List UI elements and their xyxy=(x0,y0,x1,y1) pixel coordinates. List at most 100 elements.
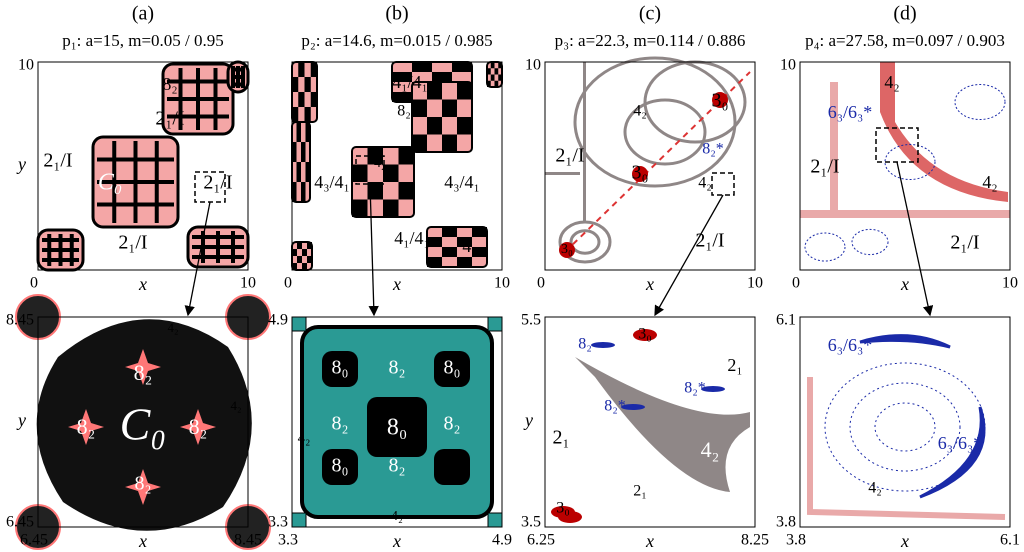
region-shape xyxy=(231,231,235,263)
region-shape xyxy=(442,99,457,117)
x-axis-label: x xyxy=(900,274,909,294)
y-tick-label: 3.5 xyxy=(521,514,541,531)
region-label: 4₂ xyxy=(698,175,712,192)
top-panel: 8₂ 2₁/I 2₁/I C₀ 2₁/I 2₁/I 0 10 10 x y xyxy=(16,57,256,294)
plot-frame xyxy=(799,61,1011,271)
region-label: 4₁/4₁ xyxy=(394,228,430,248)
region-label: 4₂ xyxy=(298,430,311,446)
region-shape xyxy=(849,382,961,472)
top-panel: 4₂ 6₃/6₃* 2₁/I 4₂ 2₁/I 0 10 10 x xyxy=(780,57,1018,294)
region-shape xyxy=(42,248,79,252)
region-shape xyxy=(573,56,737,188)
region-label: 6₃/6₃* xyxy=(828,102,873,122)
x-axis-label: x xyxy=(645,274,654,294)
region-shape xyxy=(427,257,442,267)
region-label: 4₂ xyxy=(982,172,997,192)
bottom-panel: 6₃/6₃* 6₃/6₃* 4₂ 3.8 6.1 6.1 3.8 x xyxy=(776,312,1020,551)
region-label: 6₃/6₃* xyxy=(938,433,983,453)
region-shape xyxy=(498,74,502,81)
region-shape xyxy=(800,210,1010,218)
region-shape xyxy=(494,80,499,87)
y-tick-label: 10 xyxy=(18,57,34,74)
y-tick-label: 10 xyxy=(780,57,796,74)
region-shape xyxy=(442,134,457,152)
region-shape xyxy=(412,134,427,152)
plot-area xyxy=(800,317,1010,527)
region-shape xyxy=(180,409,216,445)
region-shape xyxy=(880,62,1008,202)
region-label: 4₃/4₁ xyxy=(314,172,350,192)
region-shape xyxy=(232,82,244,87)
region-label: 2₁/I xyxy=(950,232,979,254)
region-label: 4₂ xyxy=(633,103,647,120)
region-shape xyxy=(310,62,317,77)
x-tick-label: 6.1 xyxy=(1000,532,1020,549)
region-shape xyxy=(167,114,229,119)
x-tick-label: 3.8 xyxy=(786,532,806,549)
region-shape xyxy=(712,92,728,108)
region-shape xyxy=(97,202,174,207)
region-label: 8₂* xyxy=(702,141,724,158)
x-tick-label: 10 xyxy=(240,275,256,292)
region-shape xyxy=(434,351,470,387)
region-shape xyxy=(292,263,297,270)
panel-label: (b) xyxy=(385,3,408,25)
region-shape xyxy=(310,92,317,107)
region-label: 2₁/I xyxy=(43,150,72,172)
region-label: 4₂ xyxy=(462,236,477,256)
panel-title: p₂: a=14.6, m=0.015 / 0.985 xyxy=(301,31,492,50)
bottom-panel: 4₂ 8₂ 8₂ C₀ 8₂ 4₂ 8₂ 6.45 8.45 8.45 6.45 x y xyxy=(6,294,271,551)
region-label: 8₂ xyxy=(135,473,152,495)
region-shape xyxy=(427,117,442,135)
region-shape xyxy=(632,166,648,182)
plot-frame xyxy=(291,316,503,528)
zoom-arrow xyxy=(896,161,934,317)
region-shape xyxy=(367,397,427,457)
x-tick-label: 10 xyxy=(747,275,763,292)
region-shape xyxy=(241,66,245,88)
region-label: 2₁/I xyxy=(555,145,584,167)
region-shape xyxy=(498,62,502,69)
region-shape xyxy=(297,256,302,263)
region-shape xyxy=(919,406,986,499)
region-shape xyxy=(804,232,846,262)
region-shape xyxy=(298,92,305,107)
plot-frame xyxy=(37,61,249,271)
region-shape xyxy=(851,228,889,256)
region-label: 2₁/I xyxy=(118,232,147,254)
x-axis-label: x xyxy=(138,531,147,551)
region-shape xyxy=(192,255,244,259)
x-tick-label: 6.45 xyxy=(20,532,48,549)
region-label: 3₀ xyxy=(556,500,570,517)
region-label: 4₂ xyxy=(391,509,403,524)
y-tick-label: 5.5 xyxy=(521,312,541,329)
region-label: 8₂ xyxy=(389,455,406,477)
region-shape xyxy=(213,68,218,130)
region-shape xyxy=(859,334,951,349)
region-shape xyxy=(874,402,936,452)
region-shape xyxy=(398,182,414,200)
region-label: 3₀ xyxy=(632,162,649,184)
region-shape xyxy=(623,98,707,166)
region-shape xyxy=(301,182,306,202)
region-label: 2₁ xyxy=(633,483,647,500)
y-tick-label: 8.45 xyxy=(6,312,34,329)
region-label: 8₂ xyxy=(389,357,406,379)
region-shape xyxy=(434,449,470,485)
region-shape xyxy=(457,257,472,267)
x-tick-label: 0 xyxy=(792,275,800,292)
region-shape xyxy=(232,75,244,79)
region-shape xyxy=(292,77,299,92)
plot-frame xyxy=(544,316,756,528)
x-tick-label: 8.25 xyxy=(741,532,769,549)
x-tick-label: 10 xyxy=(494,275,510,292)
region-shape xyxy=(302,249,307,256)
region-shape xyxy=(167,97,229,101)
region-label: 3₀ xyxy=(638,326,652,343)
region-shape xyxy=(307,242,312,249)
x-tick-label: 3.3 xyxy=(278,532,298,549)
region-label: 8₂ xyxy=(77,414,96,439)
x-tick-label: 0 xyxy=(30,275,38,292)
region-label: 4₂ xyxy=(230,398,241,413)
region-shape xyxy=(494,68,499,75)
